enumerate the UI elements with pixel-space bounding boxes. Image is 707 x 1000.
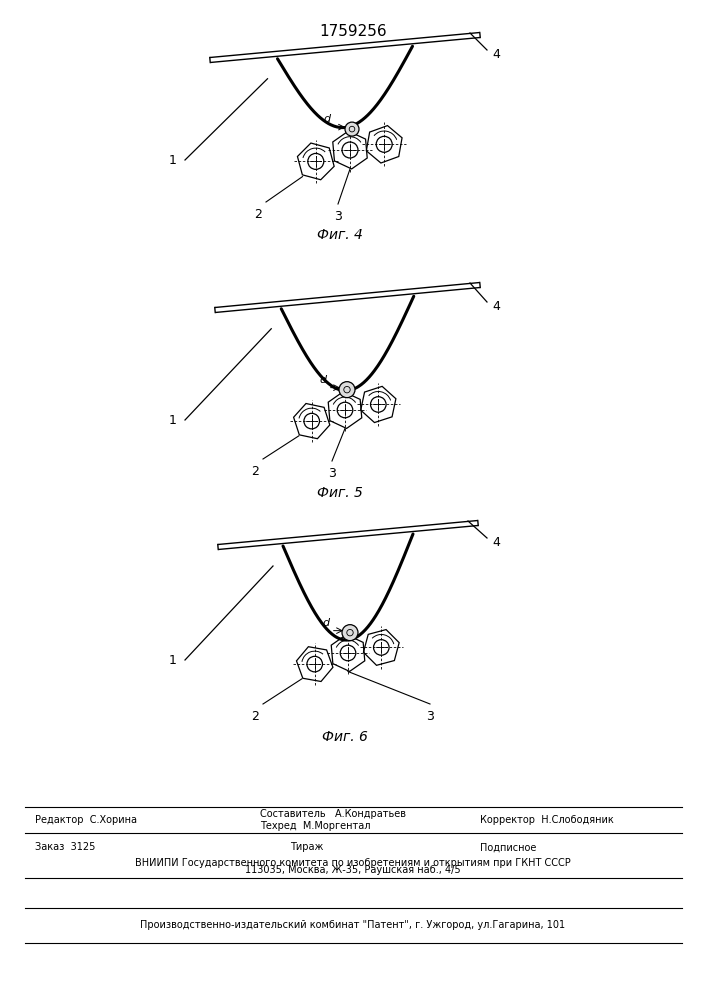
Text: 2: 2	[251, 465, 259, 478]
Text: Заказ  3125: Заказ 3125	[35, 842, 95, 852]
Text: 4: 4	[492, 300, 500, 314]
Text: Фиг. 6: Фиг. 6	[322, 730, 368, 744]
Text: Производственно-издательский комбинат "Патент", г. Ужгород, ул.Гагарина, 101: Производственно-издательский комбинат "П…	[141, 920, 566, 930]
Text: Техред  М.Моргентал: Техред М.Моргентал	[260, 821, 370, 831]
Circle shape	[339, 382, 355, 398]
Text: 1: 1	[169, 414, 177, 426]
Text: Редактор  С.Хорина: Редактор С.Хорина	[35, 815, 137, 825]
Circle shape	[342, 625, 358, 641]
Text: 4: 4	[492, 48, 500, 62]
Text: 3: 3	[334, 210, 342, 223]
Text: 1759256: 1759256	[319, 24, 387, 39]
Text: 3: 3	[426, 710, 434, 723]
Text: 1: 1	[169, 153, 177, 166]
Text: d: d	[324, 114, 331, 124]
Circle shape	[345, 122, 359, 136]
Text: Подписное: Подписное	[480, 842, 537, 852]
Text: d: d	[322, 618, 329, 628]
Text: Фиг. 5: Фиг. 5	[317, 486, 363, 500]
Text: Фиг. 4: Фиг. 4	[317, 228, 363, 242]
Text: 113035, Москва, Ж-35, Раушская наб., 4/5: 113035, Москва, Ж-35, Раушская наб., 4/5	[245, 865, 461, 875]
Text: Корректор  Н.Слободяник: Корректор Н.Слободяник	[480, 815, 614, 825]
Text: 4: 4	[492, 536, 500, 550]
Text: d: d	[320, 375, 327, 385]
Text: 2: 2	[254, 208, 262, 221]
Text: 3: 3	[328, 467, 336, 480]
Text: ВНИИПИ Государственного комитета по изобретениям и открытиям при ГКНТ СССР: ВНИИПИ Государственного комитета по изоб…	[135, 858, 571, 868]
Text: 1: 1	[169, 654, 177, 666]
Text: 2: 2	[251, 710, 259, 723]
Text: Тираж: Тираж	[290, 842, 323, 852]
Text: Составитель   А.Кондратьев: Составитель А.Кондратьев	[260, 809, 406, 819]
